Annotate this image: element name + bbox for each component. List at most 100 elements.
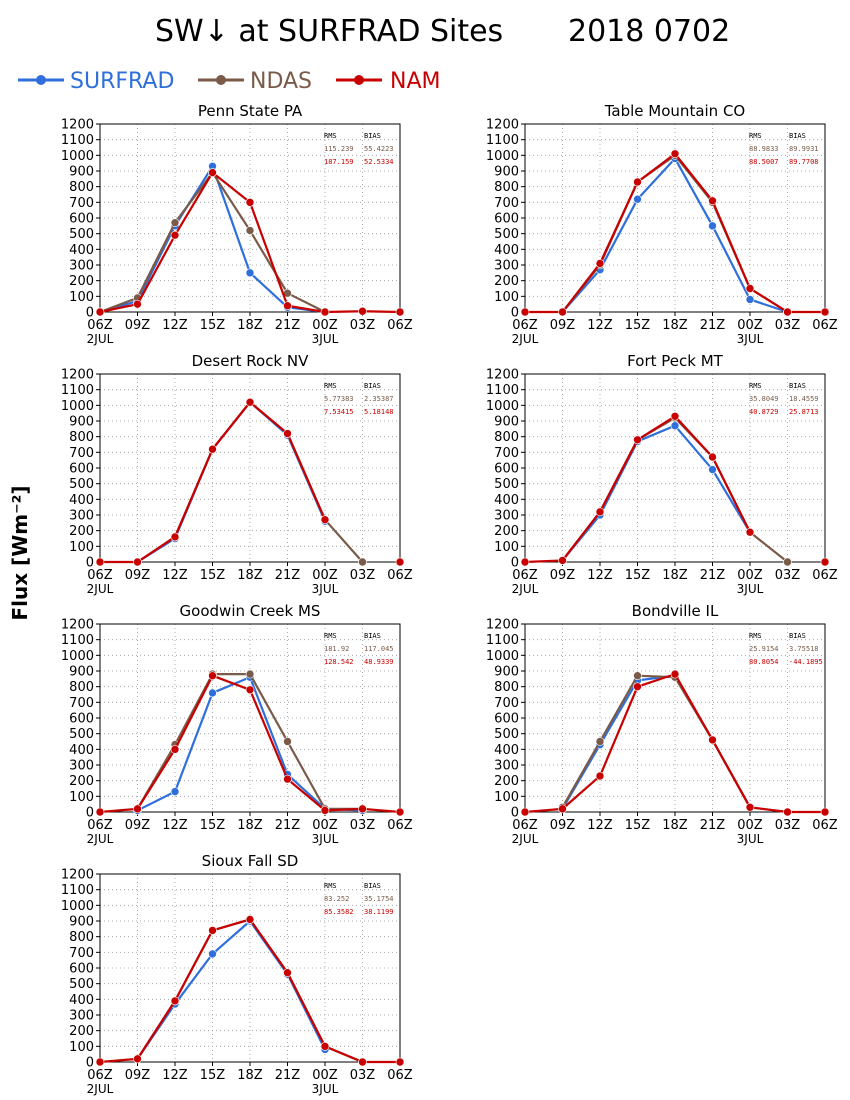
data-point [520, 557, 530, 567]
data-point [395, 1057, 405, 1067]
x-tick-label: 03Z [350, 1068, 376, 1083]
y-tick-label: 400 [69, 993, 94, 1008]
data-point [283, 429, 292, 438]
plot-frame [524, 623, 826, 813]
legend-label-nam: NAM [390, 69, 441, 94]
y-tick-label: 500 [494, 477, 519, 492]
data-point [745, 284, 755, 293]
y-tick-label: 500 [69, 977, 94, 992]
x-tick-label: 06Z [512, 318, 538, 333]
series-surfrad [133, 672, 367, 815]
x-tick-label: 00Z [737, 568, 763, 583]
x-tick-label: 18Z [662, 568, 688, 583]
series-surfrad [558, 421, 755, 565]
data-point [670, 421, 680, 431]
x-tick-label: 18Z [237, 568, 263, 583]
x-tick-label: 09Z [125, 568, 151, 583]
data-point [170, 230, 180, 240]
data-point [170, 218, 180, 227]
date-label: 3JUL [737, 832, 764, 846]
plot-frame [99, 623, 401, 813]
y-tick-label: 1200 [486, 118, 519, 133]
y-axis-label: Flux [Wm⁻²] [8, 485, 32, 620]
y-tick-label: 700 [69, 946, 94, 961]
x-tick-label: 09Z [550, 318, 576, 333]
stats-box: RMS BIAS 35.8049 18.4559 40.8729 25.8713 [749, 382, 819, 416]
plot-frame [99, 873, 401, 1063]
y-tick-label: 800 [69, 680, 94, 695]
x-tick-label: 18Z [237, 318, 263, 333]
x-tick-label: 12Z [587, 318, 613, 333]
x-tick-label: 03Z [350, 568, 376, 583]
stats-value: 80.8054 [749, 658, 779, 666]
y-tick-label: 900 [494, 415, 519, 430]
stats-box: RMS BIAS 88.9833 89.9931 88.5007 89.7708 [749, 132, 819, 166]
data-point [95, 307, 105, 317]
y-tick-label: 900 [494, 165, 519, 180]
y-tick-label: 100 [494, 790, 519, 805]
x-tick-label: 15Z [625, 818, 651, 833]
stats-value: 25.8713 [789, 408, 819, 416]
data-point [820, 807, 830, 817]
x-tick-label: 09Z [125, 818, 151, 833]
stats-box: RMS BIAS 115.239 55.4223 187.159 52.5334 [324, 132, 394, 166]
figure-date: 2018 0702 [568, 14, 730, 49]
legend-label-surfrad: SURFRAD [70, 69, 174, 94]
y-tick-label: 400 [69, 743, 94, 758]
series-nam [520, 669, 830, 817]
data-point [245, 198, 255, 207]
y-tick-label: 600 [69, 712, 94, 727]
x-tick-label: 12Z [587, 568, 613, 583]
x-tick-label: 21Z [275, 568, 301, 583]
stats-header: RMS [324, 632, 337, 640]
legend-marker-surfrad [36, 75, 46, 85]
y-tick-label: 1000 [61, 899, 94, 914]
x-tick-label: 06Z [812, 568, 838, 583]
y-tick-label: 800 [494, 430, 519, 445]
x-tick-label: 06Z [87, 568, 113, 583]
x-tick-label: 12Z [162, 1068, 188, 1083]
x-tick-label: 06Z [87, 818, 113, 833]
y-tick-label: 800 [494, 180, 519, 195]
y-tick-label: 600 [494, 462, 519, 477]
panel-penn-state-pa: Penn State PA 010020030040050060070080090… [61, 102, 413, 346]
x-tick-label: 00Z [312, 318, 338, 333]
stats-value: 35.8049 [749, 395, 779, 403]
y-tick-label: 1100 [61, 383, 94, 398]
y-tick-label: 400 [69, 493, 94, 508]
panel-title: Sioux Fall SD [202, 852, 299, 870]
series-surfrad [558, 671, 755, 814]
series-nam [95, 397, 405, 567]
stats-header: RMS [749, 132, 762, 140]
y-tick-label: 700 [69, 196, 94, 211]
stats-value: 38.1199 [364, 908, 394, 916]
series-line [524, 673, 825, 814]
stats-header: RMS [749, 382, 762, 390]
data-point [320, 1042, 330, 1051]
data-point [208, 444, 217, 454]
date-label: 2JUL [87, 1082, 114, 1096]
x-tick-label: 00Z [737, 318, 763, 333]
x-tick-label: 15Z [200, 318, 226, 333]
data-point [783, 307, 792, 317]
y-tick-label: 700 [69, 446, 94, 461]
series-nam [520, 411, 830, 567]
data-point [820, 557, 830, 567]
figure-title: SW↓ at SURFRAD Sites [155, 14, 503, 49]
y-tick-label: 500 [69, 477, 94, 492]
x-tick-label: 06Z [87, 1068, 113, 1083]
y-tick-label: 300 [69, 759, 94, 774]
stats-value: -44.1895 [789, 658, 823, 666]
y-tick-label: 0 [86, 806, 94, 821]
x-tick-label: 15Z [625, 318, 651, 333]
stats-header: BIAS [364, 382, 381, 390]
series-nam [95, 915, 405, 1067]
data-point [245, 226, 255, 235]
y-tick-label: 400 [69, 243, 94, 258]
y-tick-label: 0 [511, 306, 519, 321]
y-tick-label: 1100 [61, 133, 94, 148]
y-tick-label: 300 [69, 1009, 94, 1024]
y-tick-label: 1000 [486, 149, 519, 164]
x-tick-label: 21Z [700, 568, 726, 583]
series-line [99, 171, 326, 314]
